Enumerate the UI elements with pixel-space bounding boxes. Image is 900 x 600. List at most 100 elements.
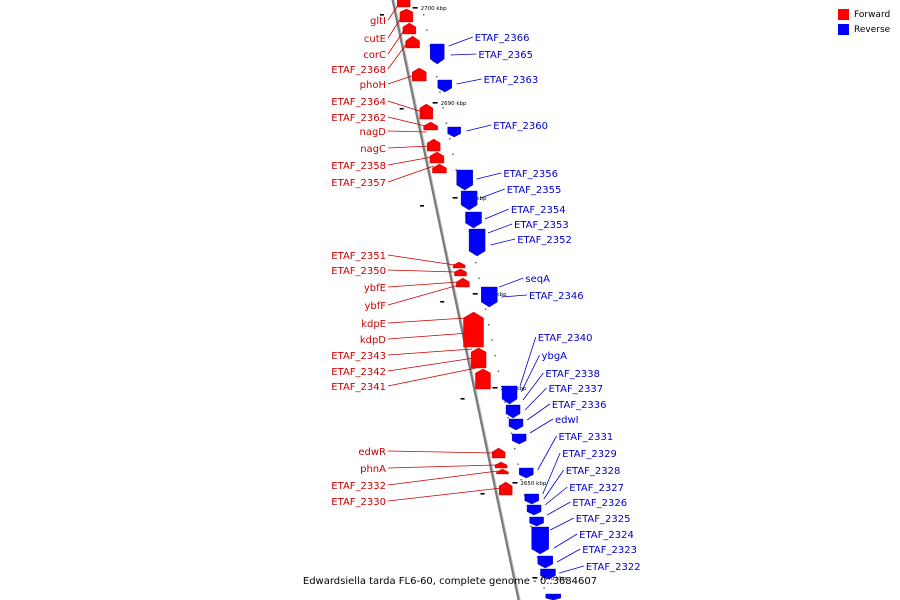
- forward-label-leader: [387, 332, 469, 340]
- legend-item-forward: Forward: [838, 8, 890, 21]
- minor-tick: [426, 29, 428, 31]
- forward-gene[interactable]: [396, 0, 411, 8]
- forward-gene-label: gltI: [370, 16, 386, 27]
- reverse-gene-label: ETAF_2352: [517, 235, 572, 246]
- forward-gene-label: ybfF: [364, 301, 386, 312]
- forward-label-leader: [387, 100, 423, 113]
- forward-gene[interactable]: [419, 103, 434, 120]
- reverse-gene[interactable]: [545, 593, 561, 600]
- minor-tick: [494, 355, 496, 357]
- forward-label-leader: [387, 41, 409, 70]
- reverse-gene-label: ETAF_2366: [475, 33, 530, 44]
- forward-gene-label: ETAF_2342: [331, 367, 386, 378]
- reverse-gene-label: edwI: [555, 415, 579, 426]
- forward-gene[interactable]: [402, 22, 417, 35]
- reverse-gene-label: ETAF_2327: [569, 483, 624, 494]
- reverse-gene[interactable]: [437, 79, 452, 93]
- forward-gene[interactable]: [452, 261, 466, 269]
- reverse-gene-label: ETAF_2360: [493, 121, 548, 132]
- minor-tick: [520, 479, 522, 481]
- forward-gene-label: nagC: [360, 144, 386, 155]
- forward-label-leader: [387, 145, 430, 149]
- reverse-gene[interactable]: [460, 190, 478, 211]
- reverse-gene[interactable]: [508, 418, 524, 431]
- reverse-gene-label: ETAF_2355: [507, 185, 562, 196]
- forward-tick: [379, 14, 384, 16]
- forward-gene[interactable]: [470, 347, 487, 369]
- minor-tick: [491, 339, 493, 341]
- forward-gene[interactable]: [432, 163, 447, 174]
- minor-tick: [488, 324, 490, 326]
- forward-gene-label: ETAF_2343: [331, 351, 386, 362]
- reverse-gene[interactable]: [501, 385, 518, 405]
- reverse-gene-label: ETAF_2324: [579, 530, 634, 541]
- reverse-gene[interactable]: [468, 228, 486, 257]
- forward-gene[interactable]: [405, 35, 420, 49]
- forward-gene-label: edwR: [358, 447, 386, 458]
- minor-tick: [497, 370, 500, 372]
- minor-tick: [507, 417, 509, 419]
- legend-reverse-label: Reverse: [854, 24, 891, 35]
- minor-tick: [422, 14, 425, 16]
- forward-label-leader: [387, 367, 477, 387]
- forward-gene[interactable]: [426, 138, 441, 152]
- reverse-label-leader: [529, 418, 554, 434]
- forward-gene-label: ETAF_2341: [331, 382, 386, 393]
- reverse-gene[interactable]: [447, 126, 461, 138]
- minor-tick: [475, 262, 477, 264]
- reverse-gene[interactable]: [481, 286, 498, 308]
- reverse-gene[interactable]: [526, 504, 542, 516]
- scale-tick: [452, 197, 458, 199]
- forward-gene-label: phoH: [360, 80, 386, 91]
- forward-label-leader: [387, 284, 459, 306]
- forward-gene[interactable]: [494, 461, 508, 469]
- reverse-gene[interactable]: [524, 493, 539, 505]
- reverse-gene[interactable]: [519, 467, 534, 479]
- forward-gene[interactable]: [399, 8, 414, 23]
- reverse-label-leader: [526, 403, 551, 421]
- reverse-label-leader: [501, 294, 527, 298]
- reverse-gene-label: ETAF_2365: [478, 50, 533, 61]
- reverse-gene-label: ETAF_2323: [582, 545, 637, 556]
- forward-label-leader: [387, 74, 415, 85]
- reverse-gene-label: ETAF_2354: [511, 205, 566, 216]
- reverse-gene[interactable]: [456, 169, 473, 191]
- forward-tick: [440, 301, 445, 303]
- forward-gene[interactable]: [454, 268, 467, 277]
- reverse-gene[interactable]: [430, 43, 445, 65]
- reverse-gene[interactable]: [511, 433, 527, 445]
- forward-gene[interactable]: [429, 151, 445, 164]
- reverse-gene-label: ETAF_2325: [576, 514, 631, 525]
- reverse-gene-label: ETAF_2322: [586, 562, 641, 573]
- reverse-label-leader: [522, 372, 544, 401]
- reverse-gene[interactable]: [540, 568, 556, 580]
- reverse-gene[interactable]: [505, 404, 521, 419]
- forward-gene[interactable]: [412, 67, 427, 82]
- forward-label-leader: [387, 487, 502, 502]
- reverse-gene[interactable]: [531, 526, 549, 555]
- forward-gene[interactable]: [423, 121, 438, 131]
- minor-tick: [445, 122, 448, 124]
- scale-tick: [412, 7, 418, 9]
- forward-label-leader: [387, 281, 459, 288]
- reverse-gene[interactable]: [537, 555, 553, 569]
- forward-gene[interactable]: [499, 481, 513, 496]
- forward-gene[interactable]: [456, 277, 470, 288]
- forward-gene[interactable]: [463, 311, 484, 348]
- scale-tick: [432, 102, 438, 104]
- forward-gene[interactable]: [496, 468, 509, 475]
- forward-gene[interactable]: [475, 368, 491, 390]
- forward-gene-label: kdpE: [361, 319, 386, 330]
- minor-tick: [478, 277, 480, 279]
- scale-tick: [492, 387, 498, 389]
- reverse-gene-label: ETAF_2338: [545, 369, 600, 380]
- forward-label-leader: [387, 357, 475, 372]
- reverse-gene[interactable]: [465, 211, 482, 229]
- forward-label-leader: [387, 348, 473, 356]
- forward-gene[interactable]: [491, 447, 506, 459]
- minor-tick: [530, 525, 532, 527]
- forward-label-leader: [387, 269, 457, 273]
- reverse-gene[interactable]: [529, 516, 544, 527]
- forward-tick: [460, 398, 465, 400]
